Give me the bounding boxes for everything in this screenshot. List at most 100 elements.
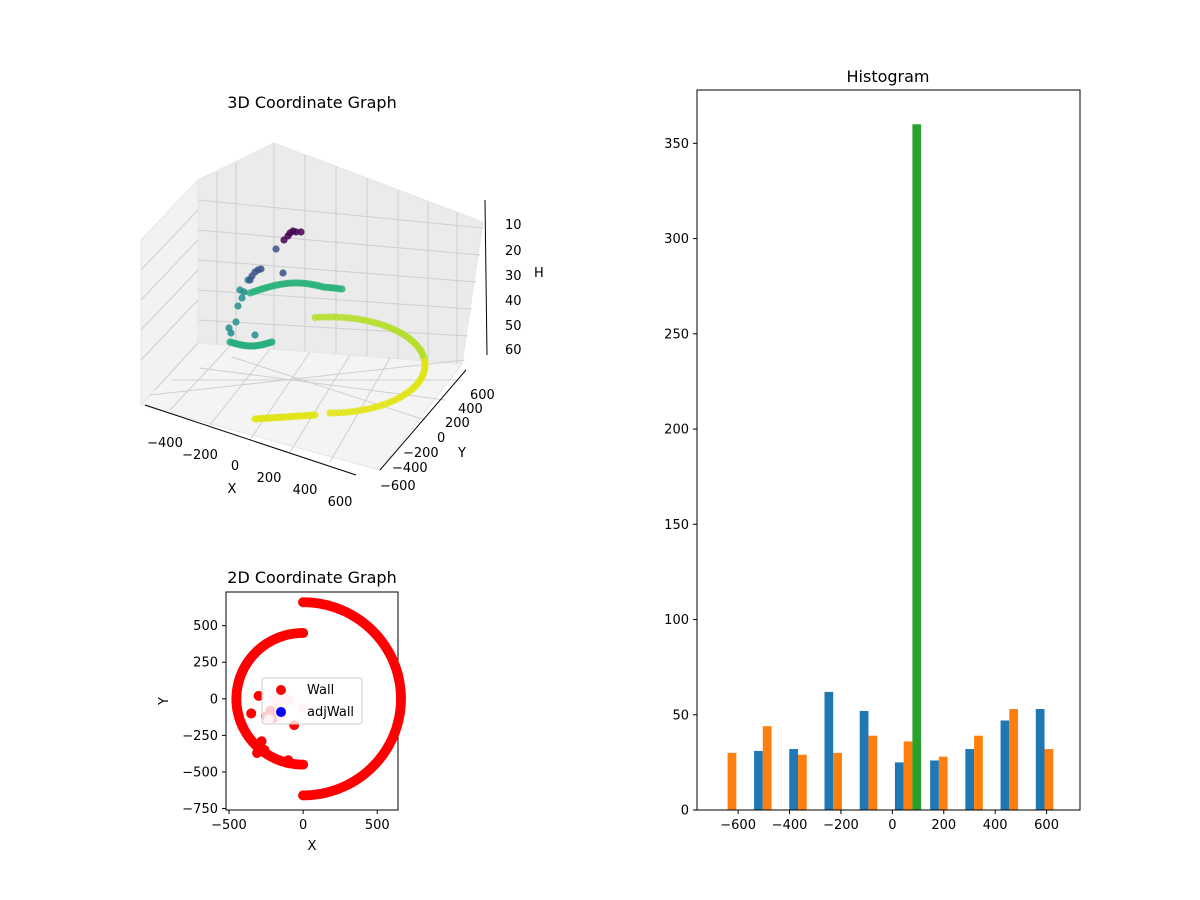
y-tick-3d: 400 <box>458 402 483 417</box>
scatter3d-point <box>338 285 346 293</box>
scatter3d-subplot: 3D Coordinate Graph <box>140 93 544 510</box>
hist-xtick-label: 400 <box>983 818 1008 833</box>
histogram-ticks: −600 −400 −200 0 200 400 600 0 50 100 150 200 250 300… <box>664 137 1059 833</box>
legend-label-wall: Wall <box>307 683 334 698</box>
scatter2d-ytick-label: −500 <box>182 765 218 780</box>
y-tick-3d: 600 <box>470 388 495 403</box>
hist-bar <box>938 756 948 810</box>
x-tick-3d: −400 <box>147 436 183 451</box>
scatter2d-legend: Wall adjWall <box>261 677 363 725</box>
histogram-axes <box>696 89 1081 811</box>
x-axis-label-3d: X <box>228 482 237 497</box>
z-tick-3d: 50 <box>505 319 522 334</box>
scatter3d-point <box>326 409 334 417</box>
scatter2d-ytick-label: 250 <box>193 656 218 671</box>
scatter3d-point <box>234 302 242 310</box>
scatter3d-point <box>279 269 287 277</box>
z-tick-3d: 40 <box>505 294 522 309</box>
x-tick-3d: 600 <box>328 495 353 510</box>
z-tick-3d: 20 <box>505 244 522 259</box>
scatter2d-title: 2D Coordinate Graph <box>227 568 396 587</box>
pane-back <box>197 142 484 365</box>
scatter2d-xtick-label: 500 <box>365 818 390 833</box>
z-axis-label-3d: H <box>534 266 544 281</box>
hist-ytick-label: 250 <box>664 327 689 342</box>
hist-xtick-label: 0 <box>888 818 896 833</box>
scatter3d-point <box>240 288 248 296</box>
y-tick-3d: −600 <box>380 479 416 494</box>
wall-point <box>252 747 263 758</box>
legend-marker-wall <box>276 685 286 695</box>
scatter3d-point <box>238 294 246 302</box>
scatter3d-points <box>225 227 429 423</box>
scatter2d-ytick-label: 0 <box>210 692 218 707</box>
scatter3d-point <box>268 338 276 346</box>
hist-xtick-label: −200 <box>823 818 859 833</box>
y-tick-3d: 0 <box>437 431 445 446</box>
hist-bar <box>930 760 939 810</box>
scatter3d-point <box>311 411 319 419</box>
wall-point <box>298 597 309 608</box>
scatter2d-ylabel: Y <box>157 697 172 706</box>
hist-bar <box>754 750 763 810</box>
hist-ytick-label: 0 <box>681 804 689 819</box>
x-ticks-3d: −400 −200 0 200 400 600 X <box>147 436 352 510</box>
histogram-title: Histogram <box>847 67 930 86</box>
z-tick-3d: 60 <box>505 343 522 358</box>
hist-bar <box>903 741 913 810</box>
legend-marker-adjwall <box>276 707 286 717</box>
hist-bar <box>762 726 772 810</box>
wall-point <box>283 755 294 766</box>
hist-xtick-label: −600 <box>720 818 756 833</box>
x-tick-3d: −200 <box>182 448 218 463</box>
z-ticks-3d: 10 20 30 40 50 60 H <box>505 218 544 358</box>
scatter2d-points <box>231 597 406 801</box>
scatter3d-point <box>251 331 259 339</box>
hist-ytick-label: 300 <box>664 232 689 247</box>
hist-bar <box>965 749 975 810</box>
x-tick-3d: 400 <box>293 483 318 498</box>
scatter3d-point <box>257 265 265 273</box>
hist-bar <box>974 735 983 810</box>
histogram-bars <box>727 124 1054 811</box>
hist-bar <box>1035 709 1045 810</box>
hist-xtick-label: 200 <box>931 818 956 833</box>
hist-bar <box>894 762 904 810</box>
hist-bar <box>824 691 834 810</box>
legend-box <box>261 677 363 725</box>
wall-point <box>246 708 257 719</box>
hist-bar <box>1009 709 1019 810</box>
scatter2d-xlabel: X <box>308 839 317 854</box>
axes-3d <box>144 199 488 476</box>
histogram-subplot: Histogram −600 −400 −200 0 200 400 600 0 50 100 15… <box>664 67 1081 833</box>
z-tick-3d: 10 <box>505 218 522 233</box>
scatter3d-point <box>227 329 235 337</box>
y-ticks-3d: 600 400 200 0 −200 −400 −600 Y <box>380 388 495 494</box>
hist-bar <box>868 735 878 810</box>
y-tick-3d: −400 <box>392 461 428 476</box>
scatter2d-ytick-label: −750 <box>182 802 218 817</box>
scatter2d-xtick-label: 0 <box>299 818 307 833</box>
scatter2d-ytick-label: 500 <box>193 619 218 634</box>
scatter3d-point <box>292 228 300 236</box>
x-tick-3d: 200 <box>257 471 282 486</box>
scatter3d-point <box>232 318 240 326</box>
hist-ytick-label: 100 <box>664 613 689 628</box>
hist-ytick-label: 150 <box>664 518 689 533</box>
hist-ytick-label: 50 <box>672 708 689 723</box>
hist-xtick-label: 600 <box>1034 818 1059 833</box>
hist-bar <box>859 710 869 810</box>
wall-point <box>256 736 267 747</box>
scatter3d-point <box>272 245 280 253</box>
scatter2d-xtick-label: −500 <box>211 818 247 833</box>
hist-ytick-label: 200 <box>664 423 689 438</box>
grid-3d <box>140 143 484 463</box>
hist-bar <box>727 752 737 810</box>
y-axis-label-3d: Y <box>457 446 466 461</box>
hist-bar <box>1000 720 1010 810</box>
hist-xtick-label: −400 <box>772 818 808 833</box>
hist-bar <box>798 754 807 810</box>
scatter2d-subplot: 2D Coordinate Graph −500 0 500 500 250 0 −250 −… <box>157 568 406 854</box>
scatter3d-point <box>297 228 305 236</box>
